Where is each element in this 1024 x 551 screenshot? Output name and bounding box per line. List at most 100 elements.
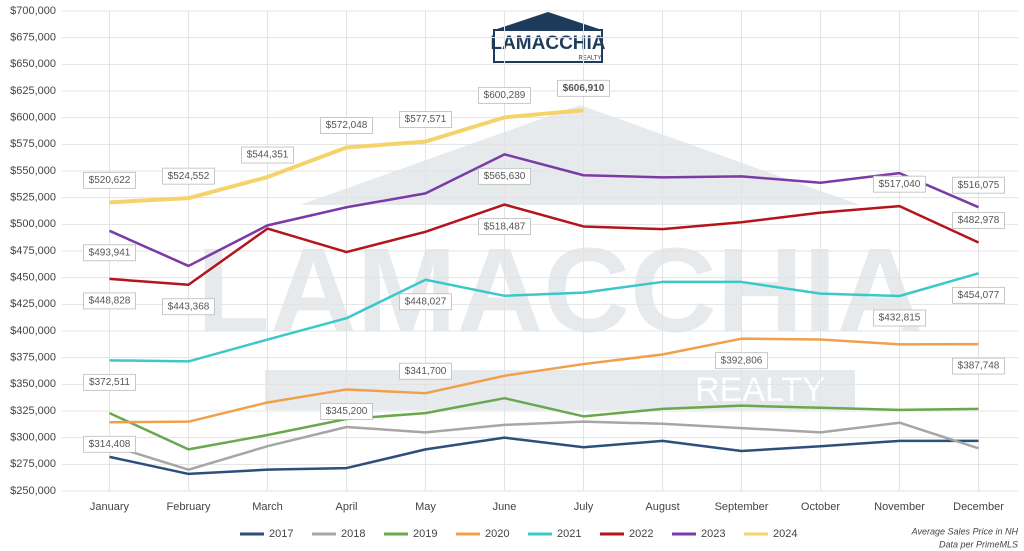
legend-label: 2024 [773,528,797,540]
y-tick-label: $500,000 [10,218,56,230]
label-box [952,357,1005,375]
logo-name: LAMACCHIA [490,33,605,54]
legend-label: 2017 [269,528,293,540]
x-tick-label: June [493,501,517,513]
series-line [108,396,979,451]
series-line [108,153,979,268]
data-label: $520,622 [89,175,131,186]
x-tick-label: October [801,501,840,513]
x-tick-label: February [166,501,211,513]
data-label: $341,700 [405,366,447,377]
annotation: Average Sales Price in NH [911,526,1019,536]
series-line [109,420,979,471]
x-tick-label: November [874,501,925,513]
x-tick-label: December [953,501,1004,513]
x-tick-label: January [90,501,130,513]
label-box [478,86,531,104]
label-box [241,146,294,164]
data-label: $443,368 [168,301,210,312]
label-box [399,111,452,128]
data-label: $432,815 [879,313,921,324]
data-label: $524,552 [168,171,210,182]
y-tick-label: $625,000 [10,85,56,97]
label-box [952,176,1005,194]
data-label: $387,748 [958,361,1000,372]
series-line [109,203,980,286]
y-tick-label: $600,000 [10,112,56,124]
label-box [83,435,136,453]
data-label: $372,511 [89,377,130,388]
legend-label: 2018 [341,528,365,540]
y-tick-label: $450,000 [10,272,56,284]
legend-label: 2023 [701,528,725,540]
label-box [715,352,768,370]
series-line [109,108,584,205]
y-tick-label: $375,000 [10,352,56,364]
y-tick-label: $525,000 [10,192,56,204]
y-tick-label: $275,000 [10,458,56,470]
legend-label: 2021 [557,528,581,540]
data-label: $600,289 [484,90,526,101]
watermark: LAMACCHIA REALTY [197,105,924,410]
logo-tagline: REALTY [579,56,602,62]
series-line [109,272,979,363]
label-box [952,212,1005,229]
y-tick-label: $250,000 [10,485,56,497]
watermark-text: LAMACCHIA [197,224,924,358]
x-tick-label: July [574,501,594,513]
legend-label: 2022 [629,528,653,540]
y-tick-label: $425,000 [10,298,56,310]
data-label: $448,027 [405,296,447,307]
annotation: Data per PrimeMLS [939,539,1018,549]
data-label: $454,077 [958,290,1000,301]
label-box [399,293,452,311]
x-tick-label: April [335,501,357,513]
label-box [873,309,926,327]
x-tick-label: August [645,501,679,513]
label-box [478,218,531,236]
x-tick-label: September [715,501,769,513]
label-box [557,79,610,97]
y-tick-label: $575,000 [10,138,56,150]
label-box [320,117,373,134]
data-label: $482,978 [958,215,1000,226]
data-label: $606,910 [563,83,605,94]
label-box [478,167,531,185]
y-tick-label: $650,000 [10,58,56,70]
data-label: $392,806 [721,355,763,366]
y-tick-label: $350,000 [10,378,56,390]
label-box [399,362,452,380]
series-line [109,436,979,476]
data-label: $572,048 [326,120,368,131]
y-tick-label: $700,000 [10,5,56,17]
data-label: $345,200 [326,406,368,417]
data-label: $518,487 [484,221,526,232]
label-box [83,292,136,310]
data-label: $516,075 [958,180,1000,191]
legend-label: 2020 [485,528,509,540]
x-tick-label: March [252,501,283,513]
label-box [83,373,136,391]
label-box [162,167,215,185]
data-label: $565,630 [484,171,526,182]
x-tick-label: May [415,501,436,513]
watermark-tagline: REALTY [695,371,825,409]
y-tick-label: $300,000 [10,432,56,444]
label-box [952,286,1005,304]
label-box [873,175,926,193]
y-tick-label: $325,000 [10,405,56,417]
label-box [162,298,215,316]
y-tick-label: $400,000 [10,325,56,337]
data-label: $577,571 [405,114,447,125]
label-box [320,403,373,420]
y-tick-label: $475,000 [10,245,56,257]
data-label: $493,941 [89,247,131,258]
series-line [109,337,979,424]
data-label: $517,040 [879,179,921,190]
label-box [83,171,136,189]
data-label: $448,828 [89,296,131,307]
data-label: $544,351 [247,150,289,161]
data-label: $314,408 [89,439,131,450]
legend-label: 2019 [413,528,437,540]
